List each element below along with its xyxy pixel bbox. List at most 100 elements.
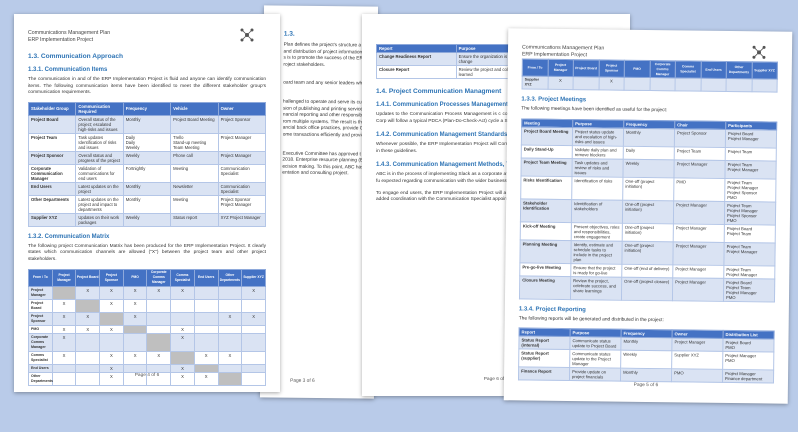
table-cell [99,311,124,326]
table-cell [217,285,243,300]
table-cell: Project Sponsor [27,150,77,165]
table-cell: X [75,311,101,326]
table-cell: Monthly [122,194,172,214]
table-cell: X [193,350,219,365]
table-cell: X [217,311,243,326]
table-cell [193,311,219,326]
table-cell: X [122,350,148,365]
page: Communications Management Plan ERP Implem… [14,14,280,392]
paragraph: The communication in and of the ERP Impl… [28,77,266,96]
page-footer: Page 4 of 6 [134,373,160,378]
table-cell: Daily [623,145,675,160]
table-cell [726,78,752,92]
paragraph: The following meetings have been identif… [521,106,668,114]
table-cell: Status Report (supplier) [518,349,570,368]
table-cell: X [547,76,574,90]
table-cell: Weekly [122,212,172,227]
communication-matrix: From / To Project Manager Project Board Pro… [522,58,778,93]
table-cell: Monthly [122,114,172,134]
table-cell: X [99,285,124,300]
table-cell: Project Team Project Manager Project Spo… [724,178,776,202]
section-heading: 1.4. Project Communication Managment [376,88,502,95]
column-header: End Users [700,61,727,79]
table-cell: Project Sponsor [674,128,726,148]
table-cell [51,363,77,373]
table-cell: Project Manager Finance department [722,369,774,384]
table-cell: Comms Specialist [28,350,53,365]
table-cell: One-off (project initiation) [622,222,674,242]
table-cell: Task updates and review of risks and iss… [571,158,624,177]
page: Communications Management Plan ERP Implem… [503,28,793,404]
table-cell: Monthly [620,368,672,382]
table-cell: Updates on their work packages [75,212,124,227]
table-cell: Task updates Identification of risks and… [75,132,124,152]
paragraph: ABC is in the process of implementing Sl… [376,172,616,184]
table-cell: Project Team [27,132,77,152]
paragraph: Updates to the Communication Process Man… [376,112,616,124]
column-header: Project Board [573,59,599,77]
table-cell: Other Departments [27,194,77,214]
column-header: From / To [522,58,548,77]
table-cell [146,324,172,334]
table-cell: Status Report (internal) [518,336,571,350]
table-cell: X [170,371,195,386]
table-cell: X [99,371,124,386]
table-cell [193,363,219,373]
table-cell: One-off (project initiation) [622,176,674,201]
logo-icon [240,28,254,47]
table-cell: Communication Specialist [217,163,267,183]
table-row: Closure Meeting Review the project, celeb… [519,275,775,302]
table-cell: Monthly [122,181,172,196]
column-header: Report [376,44,457,53]
table-cell: Review the project, celebrate success, a… [570,276,622,300]
text-line: oard team and any senior leaders whose s… [283,80,377,87]
table-cell: PMO [28,324,53,334]
column-header: From / To [28,268,53,287]
table-cell: Project Manager [217,132,267,152]
logo-icon [752,45,766,64]
table-cell: Project status update and escalation of … [572,127,624,146]
column-header: Project Sponsor [598,59,625,78]
table-cell: Weekly [620,350,672,369]
table-row: Project Board X X X [28,298,266,313]
table-cell: Communication Specialist [217,181,267,196]
table-cell: Project Sponsor [28,311,53,326]
table-cell: X [99,324,124,334]
table-cell: Project Board Project Team [724,224,776,243]
table-row: PMO X X X X [28,324,266,334]
column-header: Project Sponsor [99,268,124,287]
subsection-heading: 1.3.2. Communication Matrix [28,233,110,240]
table-cell [122,363,148,373]
table-row: Project Sponsor X X X X X [28,311,266,326]
table-cell: Project Manager [673,200,725,225]
table-row: Corporate Communication Manager Validatio… [27,163,267,183]
table-cell: X [170,324,195,334]
table-row: Corporate Comms Manager X X [28,332,266,352]
column-header: Comms Specialist [170,268,195,287]
table-cell: Project Manager [672,277,724,302]
text-lines: oard team and any senior leaders whose s… [283,80,377,88]
table-cell: Monthly [623,127,675,147]
table-cell: Project Team Project Manager [724,160,777,179]
data-table: Report Purpose Frequency Owner Distribution … [518,328,775,384]
table-cell [75,332,101,352]
table-cell: Identify, estimate and schedule tasks to… [570,240,623,264]
column-header: End Users [193,268,219,287]
table-cell: Meeting [170,194,219,214]
table-cell: Daily Stand-Up [521,144,573,159]
table-cell: Communicate status update to Project Boa… [569,336,622,351]
table-cell: PMO [673,177,725,202]
column-header: Other Departments [217,268,243,287]
table-cell: Supplier XYZ [27,212,77,227]
subsection-heading: 1.4.1. Communication Processes Managemen… [376,102,509,108]
paragraph: To engage end users, the ERP Implementat… [376,190,616,203]
table-cell: X [122,311,148,326]
table-row: Stakeholder Identification Identification… [520,198,776,225]
table-row: Project Sponsor Overall status and progre… [27,150,267,165]
table-cell [122,332,148,352]
table-row: End Users X X [28,363,266,373]
table-cell: Project Manager [671,337,724,352]
data-table: Stakeholder Group Communication Required F… [27,101,267,227]
table-cell: X [170,363,195,373]
